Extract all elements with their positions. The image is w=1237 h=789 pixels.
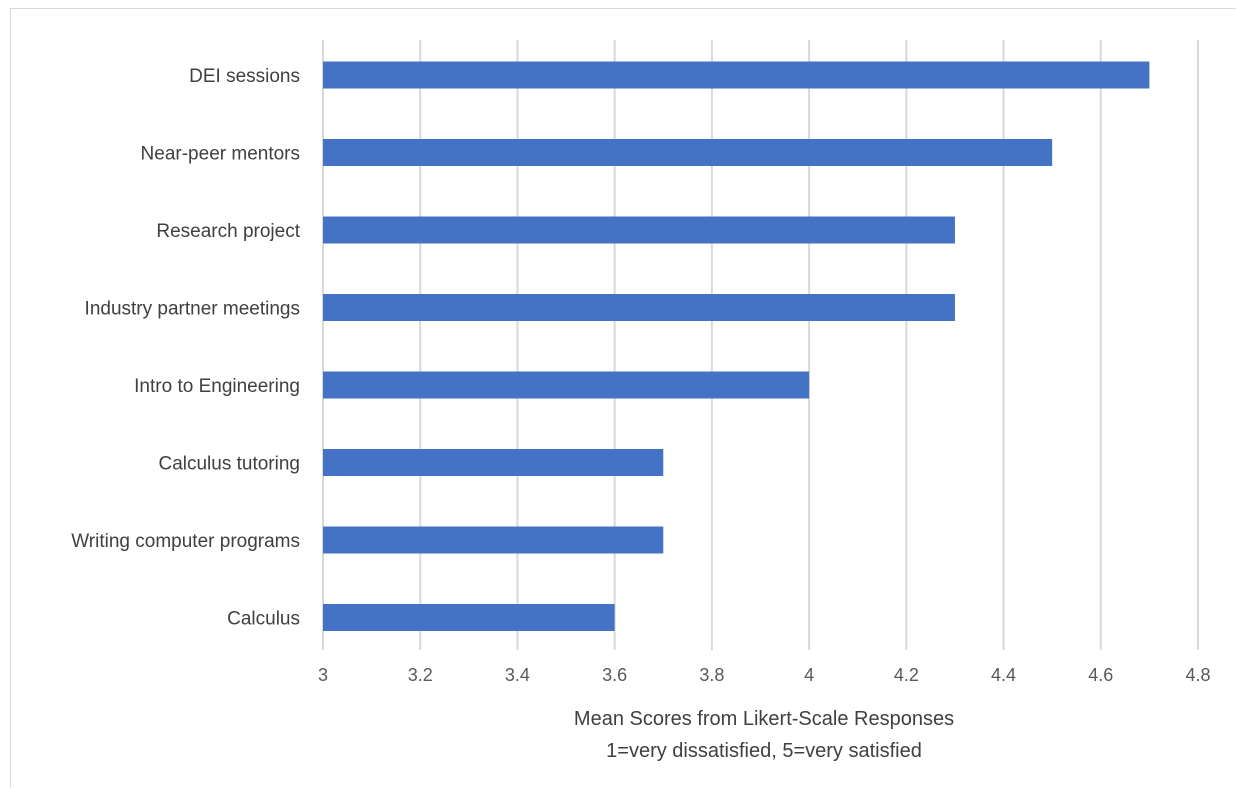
x-tick-label: 4 [804, 665, 814, 685]
gridlines [322, 40, 1199, 650]
bar [323, 139, 1053, 166]
bars [323, 61, 1150, 631]
x-tick-label: 3.8 [699, 665, 724, 685]
x-tick-label: 4.4 [991, 665, 1016, 685]
category-label: Near-peer mentors [141, 144, 300, 165]
category-label: Intro to Engineering [134, 376, 300, 397]
category-label: Calculus tutoring [158, 454, 300, 475]
x-tick-label: 4.8 [1185, 665, 1210, 685]
x-axis-title-line-1: Mean Scores from Likert-Scale Responses [574, 708, 954, 730]
category-label: Industry partner meetings [85, 299, 300, 320]
category-labels: DEI sessions Near-peer mentors Research pr… [71, 66, 301, 630]
bar [323, 294, 955, 321]
x-tick-labels: 3 3.2 3.4 3.6 3.8 4 4.2 4.4 4.6 4.8 [318, 665, 1211, 685]
x-axis-title-line-2: 1=very dissatisfied, 5=very satisfied [606, 740, 922, 762]
x-tick-label: 3 [318, 665, 328, 685]
bar [323, 526, 664, 554]
bar [323, 61, 1150, 89]
category-label: Writing computer programs [71, 531, 300, 552]
x-tick-label: 4.2 [894, 665, 919, 685]
bar [323, 371, 810, 399]
category-label: Calculus [227, 609, 300, 630]
bar [323, 604, 615, 631]
bar [323, 216, 955, 244]
x-tick-label: 3.4 [505, 665, 530, 685]
category-label: Research project [156, 221, 300, 242]
bar [323, 449, 664, 476]
x-tick-label: 3.6 [602, 665, 627, 685]
category-label: DEI sessions [189, 66, 300, 87]
x-tick-label: 3.2 [408, 665, 433, 685]
x-tick-label: 4.6 [1088, 665, 1113, 685]
chart-frame [10, 8, 1236, 788]
